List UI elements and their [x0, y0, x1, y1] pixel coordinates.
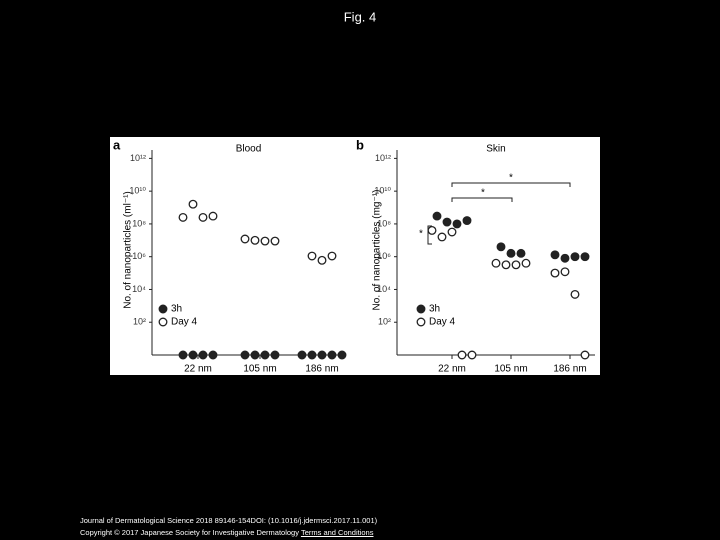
x-tick-label: 105 nm [243, 364, 276, 375]
data-point [240, 234, 250, 244]
x-tick-label: 186 nm [305, 364, 338, 375]
data-point [250, 235, 260, 245]
data-point [462, 216, 472, 226]
group-bracket [427, 225, 432, 245]
data-point [270, 236, 280, 246]
slide-title: Fig. 4 [344, 9, 377, 24]
data-point [307, 350, 317, 360]
x-tick-label: 186 nm [553, 364, 586, 375]
y-tick-label: 10⁴ [377, 284, 391, 294]
legend-label: Day 4 [429, 317, 456, 328]
significance-bracket [451, 197, 513, 202]
data-point [240, 350, 250, 360]
data-point [188, 199, 198, 209]
data-point [442, 217, 452, 227]
panel-title: Skin [486, 144, 505, 155]
data-point [437, 232, 447, 242]
copyright: Copyright © 2017 Japanese Society for In… [80, 528, 299, 537]
data-point [511, 260, 521, 270]
data-point [198, 350, 208, 360]
data-point [337, 350, 347, 360]
data-point [491, 258, 501, 268]
panel-title: Blood [236, 144, 262, 155]
data-point [297, 350, 307, 360]
annotation: * [509, 173, 513, 184]
significance-bracket [451, 182, 571, 187]
data-point [208, 211, 218, 221]
y-tick-label: 10¹² [375, 153, 391, 163]
data-point [570, 289, 580, 299]
data-point [260, 350, 270, 360]
data-point [317, 255, 327, 265]
data-point [317, 350, 327, 360]
terms-link[interactable]: Terms and Conditions [300, 528, 374, 537]
data-point [327, 251, 337, 261]
y-tick-label: 10² [378, 317, 391, 327]
y-tick-label: 10¹² [130, 153, 146, 163]
copyright-line: Copyright © 2017 Japanese Society for In… [80, 528, 373, 537]
data-point [496, 242, 506, 252]
figure: a Blood No. of nanoparticles (ml⁻¹) 10² 10⁴ 1… [113, 137, 595, 375]
data-point [307, 251, 317, 261]
data-point [432, 211, 442, 221]
data-point [198, 212, 208, 222]
legend-marker [416, 304, 426, 314]
legend-marker [158, 304, 168, 314]
data-point [457, 350, 467, 360]
data-point [580, 252, 590, 262]
legend-label: 3h [429, 304, 440, 315]
data-point [467, 350, 477, 360]
data-point [447, 227, 457, 237]
data-point [570, 252, 580, 262]
x-tick-label: 22 nm [184, 364, 212, 375]
annotation: * [419, 229, 423, 240]
data-point [270, 350, 280, 360]
data-point [188, 350, 198, 360]
y-tick-label: 10⁸ [132, 218, 146, 228]
legend-label: Day 4 [171, 317, 198, 328]
legend-marker [416, 317, 426, 327]
x-tick-label: 22 nm [438, 364, 466, 375]
data-point [521, 258, 531, 268]
annotation: * [481, 188, 485, 199]
data-point [560, 267, 570, 277]
y-tick-label: 10⁸ [377, 218, 391, 228]
data-point [452, 219, 462, 229]
data-point [208, 350, 218, 360]
y-tick-label: 10⁶ [377, 251, 391, 261]
y-tick-label: 10¹⁰ [129, 186, 146, 196]
panel-label: b [356, 137, 364, 152]
legend-marker [158, 317, 168, 327]
data-point [506, 248, 516, 258]
y-axis-label: No. of nanoparticles (ml⁻¹) [123, 191, 134, 309]
data-point [550, 268, 560, 278]
data-point [550, 250, 560, 260]
figure-panel [110, 137, 600, 375]
y-tick-label: 10² [133, 317, 146, 327]
y-tick-label: 10⁴ [132, 284, 146, 294]
data-point [327, 350, 337, 360]
legend-label: 3h [171, 304, 182, 315]
y-tick-label: 10¹⁰ [374, 186, 391, 196]
y-axis-label: No. of nanoparticles (mg⁻¹) [372, 190, 383, 311]
data-point [516, 248, 526, 258]
data-point [580, 350, 590, 360]
data-point [501, 260, 511, 270]
panel-label: a [113, 137, 121, 152]
data-point [178, 212, 188, 222]
data-point [178, 350, 188, 360]
data-point [250, 350, 260, 360]
data-point [260, 236, 270, 246]
citation: Journal of Dermatological Science 2018 8… [80, 516, 378, 525]
data-point [427, 225, 437, 235]
y-tick-label: 10⁶ [132, 251, 146, 261]
x-tick-label: 105 nm [494, 364, 527, 375]
data-point [560, 253, 570, 263]
